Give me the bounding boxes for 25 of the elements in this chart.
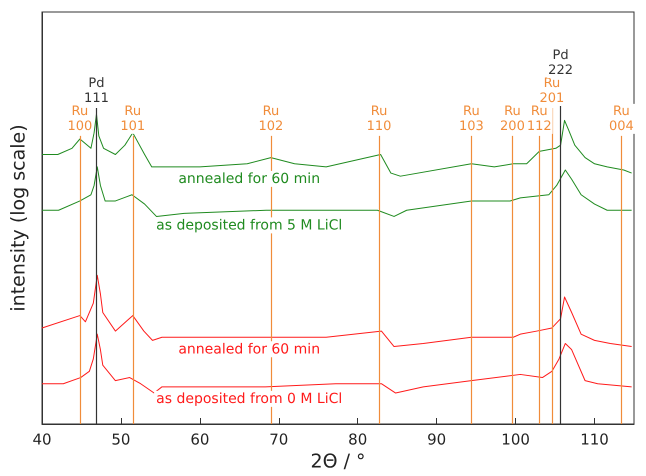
ref-line-label: Ru 100 <box>67 104 92 134</box>
x-tick-label: 60 <box>190 430 210 448</box>
x-axis-title: 2Θ / ° <box>310 450 366 472</box>
ref-line-label: Ru 110 <box>366 104 392 134</box>
ref-line-label: Ru 103 <box>458 104 484 134</box>
series-label: annealed for 60 min <box>178 341 320 358</box>
ref-line-label: Pd 111 <box>84 76 109 106</box>
ref-line-label: Ru 102 <box>258 104 284 134</box>
x-tick-label: 90 <box>427 430 446 448</box>
ref-line-label: Ru 004 <box>608 104 634 134</box>
x-tick-label: 100 <box>501 430 530 448</box>
x-tick-label: 50 <box>111 430 130 448</box>
series-label: annealed for 60 min <box>178 170 320 187</box>
x-tick-label: 110 <box>580 430 609 448</box>
ref-line-label: Pd 222 <box>548 48 574 78</box>
x-tick-label: 70 <box>269 430 288 448</box>
ref-line-label: Ru 101 <box>120 104 146 134</box>
ref-line-label: Ru 201 <box>539 76 564 106</box>
x-tick-label: 40 <box>32 430 52 448</box>
y-axis-title: intensity (log scale) <box>8 124 30 312</box>
series-label: as deposited from 5 M LiCl <box>156 217 342 234</box>
ref-line-label: Ru 200 <box>500 104 525 134</box>
ref-line-label: Ru 112 <box>526 104 552 134</box>
x-tick-label: 80 <box>348 430 368 448</box>
series-label: as deposited from 0 M LiCl <box>156 390 342 407</box>
